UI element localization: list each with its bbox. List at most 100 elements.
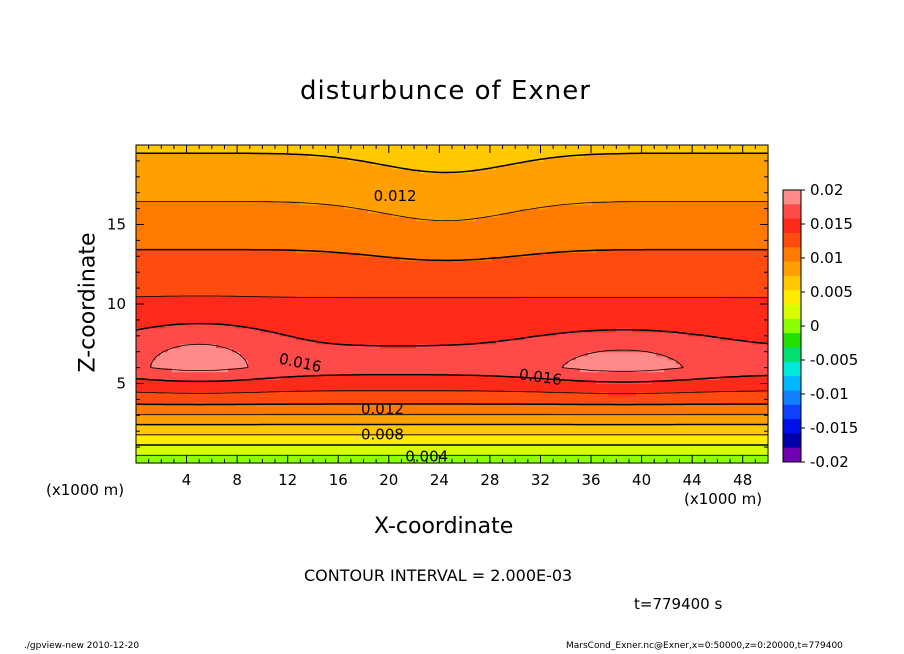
contour-fill-cell <box>496 339 753 345</box>
contour-fill-cell <box>544 156 769 162</box>
contour-fill-cell <box>136 435 769 440</box>
colorbar-swatch <box>783 261 801 277</box>
contour-fill-cell <box>232 347 769 353</box>
contour-fill-cell <box>136 200 301 206</box>
contour-fill-cell <box>500 212 769 218</box>
contour-fill-cell <box>136 355 157 361</box>
colorbar-swatch <box>783 204 801 220</box>
z-tick-label: 10 <box>107 295 126 313</box>
contour-fill-cell <box>136 276 769 281</box>
contour-fill-cell <box>136 343 181 349</box>
contour-fill-cell <box>720 375 769 381</box>
contour-fill-cell <box>720 335 769 341</box>
contour-fill-cell <box>596 248 769 253</box>
contour-label: 0.016 <box>518 365 563 389</box>
contour-fill-cell <box>244 355 577 361</box>
colorbar-label: -0.02 <box>810 453 849 471</box>
contour-fill-cell <box>136 447 769 452</box>
contour-fill-cell <box>136 164 393 170</box>
contour-fill-cell <box>280 375 525 381</box>
colorbar-swatch <box>783 190 801 205</box>
contour-fill-cell <box>136 212 393 218</box>
contour-fill-cell <box>136 403 769 408</box>
x-tick-label: 44 <box>683 471 702 489</box>
contour-fill-cell <box>136 240 769 245</box>
colorbar-swatch <box>783 318 801 334</box>
colorbar-swatch <box>783 304 801 320</box>
contour-fill-cell <box>136 160 373 166</box>
contour-fill-cell <box>584 152 769 158</box>
x-tick-label: 20 <box>379 471 398 489</box>
contour-fill-cell <box>136 264 769 269</box>
contour-fill-cell <box>228 367 581 373</box>
time-label: t=779400 s <box>634 595 723 613</box>
contour-fill-cell <box>296 248 597 253</box>
contour-fill-cell <box>136 296 769 301</box>
contour-fill-cell <box>136 359 153 365</box>
x-tick-label: 32 <box>531 471 550 489</box>
contour-fill-cell <box>136 347 169 353</box>
x-tick-label: 16 <box>329 471 348 489</box>
contour-fill-cell <box>136 260 769 265</box>
colorbar-label: 0.01 <box>810 249 843 267</box>
contour-fill-cell <box>548 204 769 210</box>
colorbar-swatch <box>783 290 801 306</box>
contour-fill-cell <box>136 196 769 202</box>
contour-fill-cell <box>308 152 585 158</box>
contour-lines <box>135 152 769 456</box>
contour-fill-cell <box>300 200 593 206</box>
contour-fill-cell <box>180 343 217 349</box>
contour-fill-cell <box>492 256 769 261</box>
contour-fill-cell <box>136 268 769 273</box>
contour-fill-cell <box>164 323 237 329</box>
contour-fill-cell <box>136 216 417 222</box>
footer-left: ./gpview-new 2010-12-20 <box>24 641 140 651</box>
contour-fill-cell <box>632 327 769 333</box>
x-tick-label: 4 <box>182 471 192 489</box>
contour-fill-cell <box>216 343 381 349</box>
contour-fill-cell <box>392 164 497 170</box>
colorbar-label: 0.005 <box>810 283 853 301</box>
contour-fill-cell <box>136 455 769 460</box>
contour-fill-cell <box>360 252 533 257</box>
contour-fill-cell <box>136 172 769 178</box>
contour-fill-cell <box>416 343 769 349</box>
contour-fill-cell <box>392 212 501 218</box>
contour-fill-cell <box>136 208 369 214</box>
contour-fill-cell <box>592 200 769 206</box>
colorbar-swatch <box>783 376 801 391</box>
contour-line <box>135 322 769 383</box>
contour-line <box>135 152 768 426</box>
contour-fill-cell <box>136 288 769 293</box>
contour-fill-cell <box>136 323 165 329</box>
contour-fill-cell <box>556 331 689 337</box>
contour-line <box>135 295 768 394</box>
colorbar-swatch <box>783 419 801 434</box>
contour-fill-cell <box>260 327 617 333</box>
x-axis-ticks: 4 8 12 16 20 24 28 32 36 40 44 48 <box>135 145 769 489</box>
colorbar-label: 0.015 <box>810 215 853 233</box>
contour-fill-cell <box>136 319 769 325</box>
contour-fill-cell <box>344 204 549 210</box>
colorbar-swatch <box>783 232 801 248</box>
contour-fill-cell <box>296 335 525 341</box>
contour-fill-cell <box>136 244 769 249</box>
contour-fill-cell <box>688 331 769 337</box>
x-axis-unit-label: (x1000 m) <box>684 490 763 508</box>
contour-fill-cell <box>156 355 245 361</box>
contour-fill-cell <box>136 415 769 420</box>
contour-fill-cell <box>136 148 769 154</box>
contour-fill-cell <box>152 363 249 369</box>
contour-fill-cell <box>136 252 361 257</box>
contour-fill-cell <box>136 419 769 424</box>
contour-fill-cell <box>136 451 769 456</box>
colorbar-swatch <box>783 361 801 377</box>
contour-fill-cell <box>136 311 769 317</box>
contour-fill-cell <box>136 232 769 238</box>
colorbar-label: 0.02 <box>810 181 843 199</box>
contour-fill-cell <box>668 355 769 361</box>
contour-label: 0.008 <box>361 425 404 443</box>
contour-fill-cell <box>136 399 769 404</box>
contour-fill-cell <box>136 335 297 341</box>
contour-fill-cell <box>172 367 229 373</box>
